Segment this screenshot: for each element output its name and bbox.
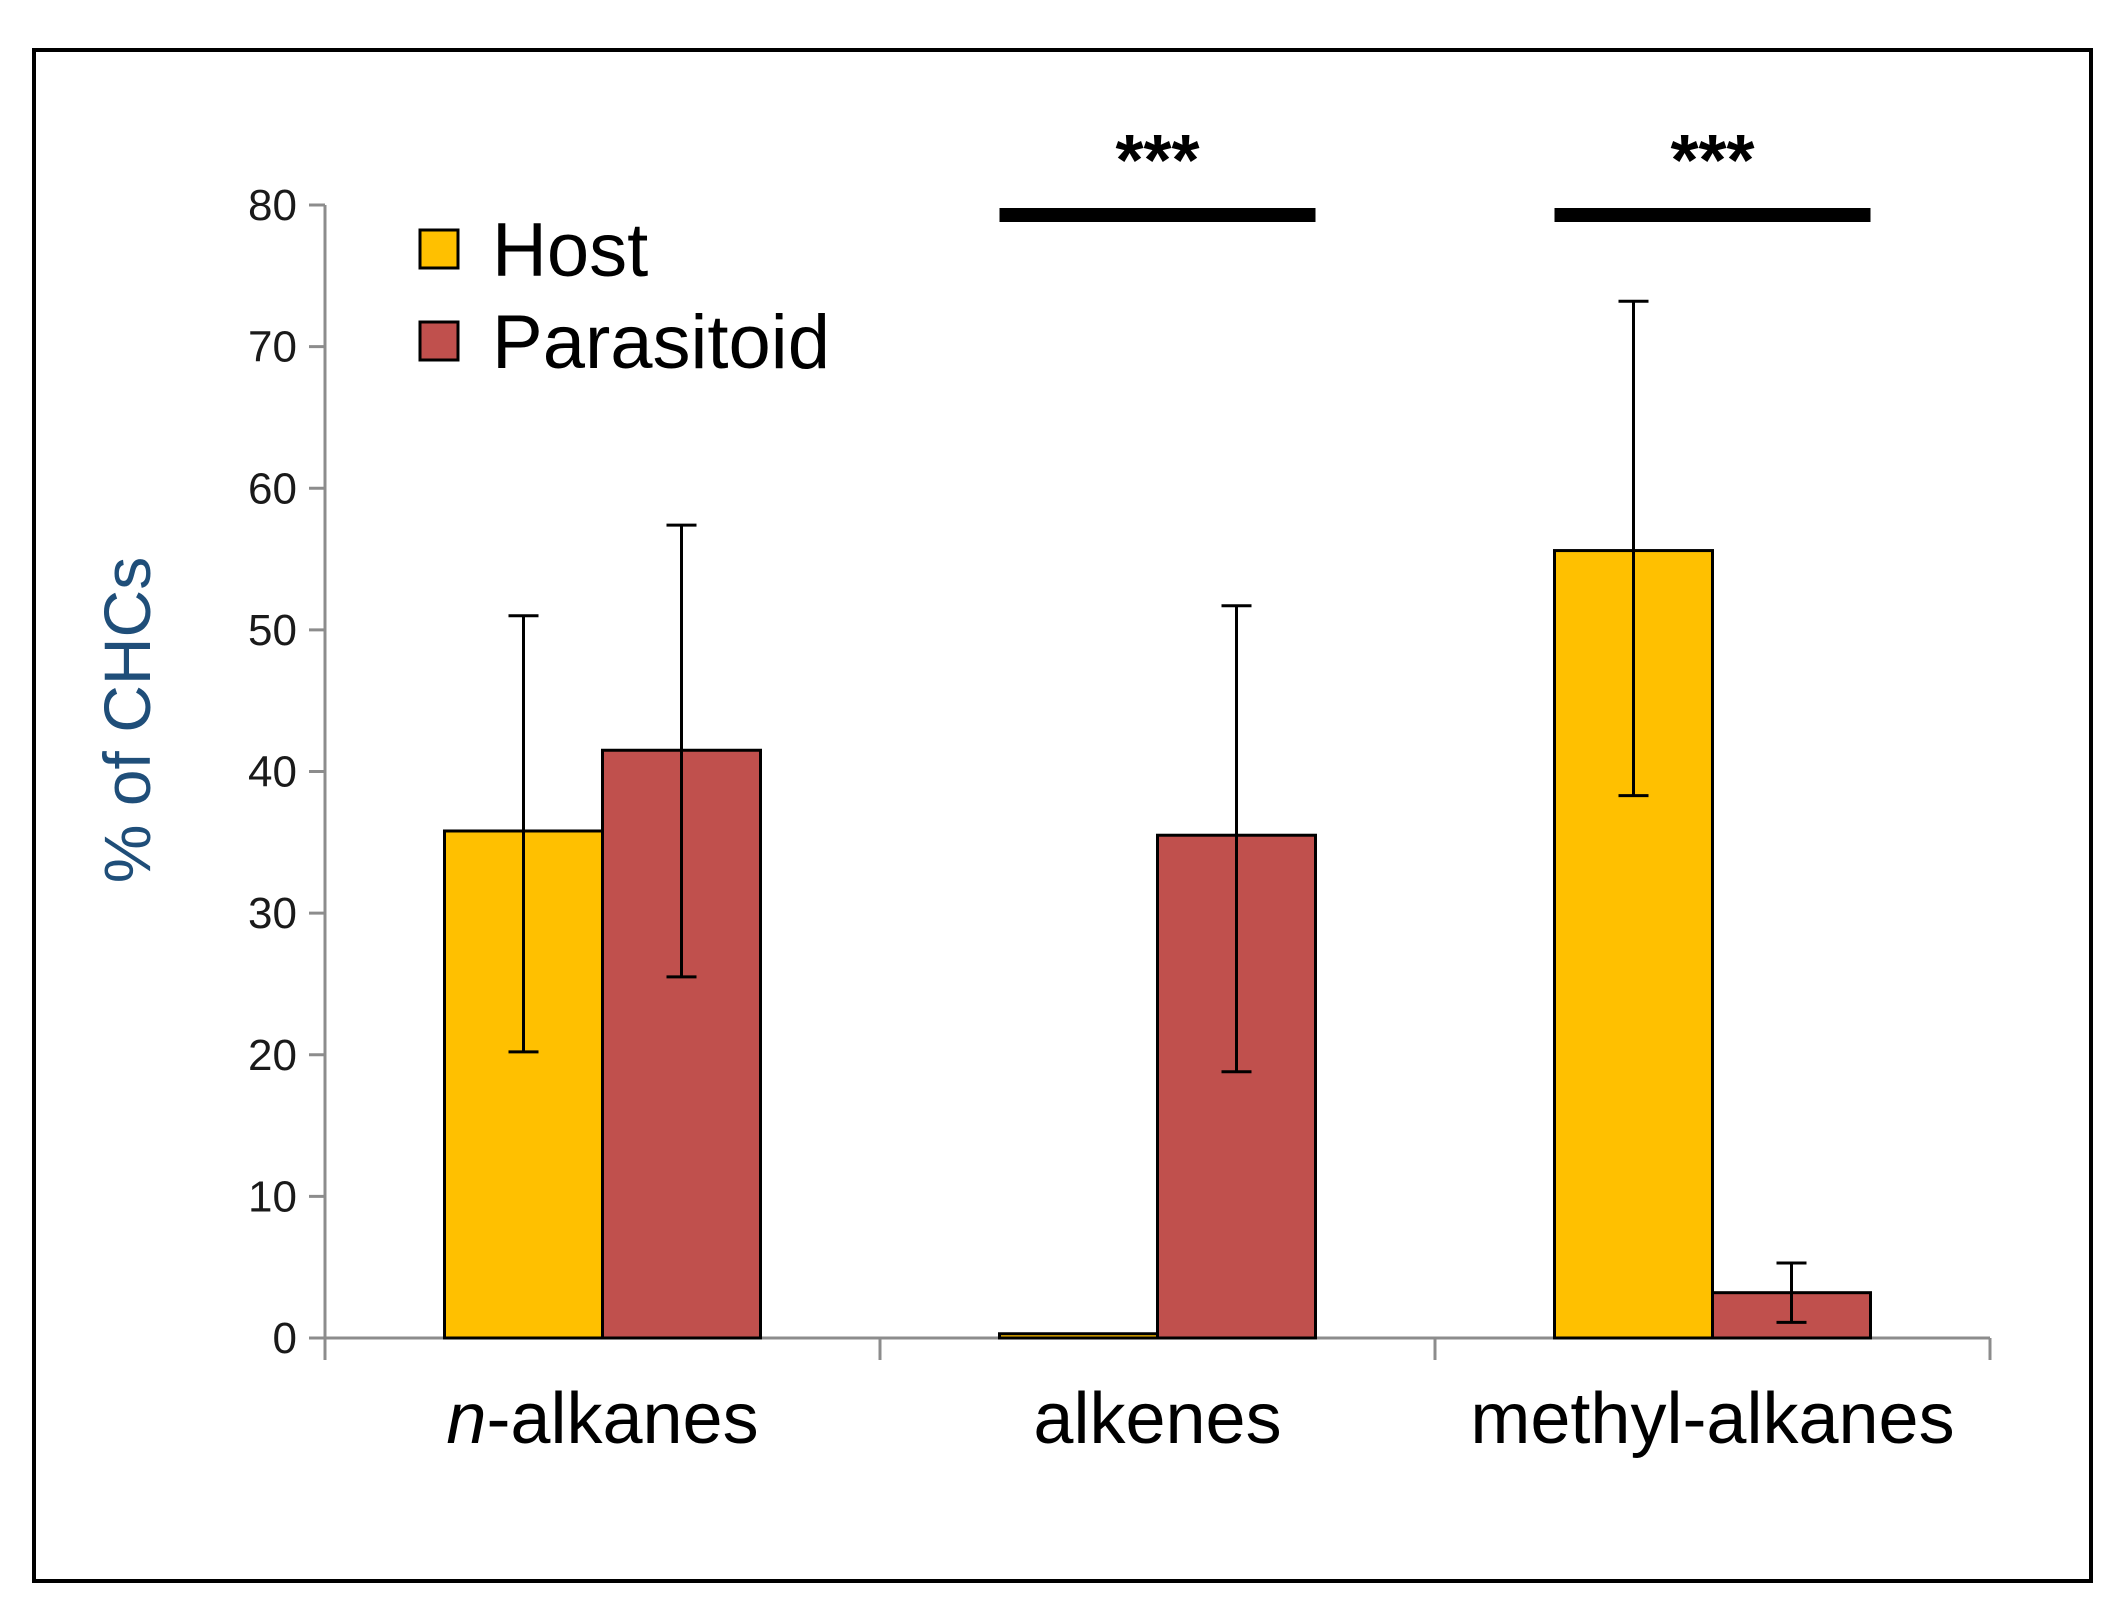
y-axis-label: % of CHCs bbox=[90, 557, 164, 883]
x-category-label: alkenes bbox=[1033, 1379, 1281, 1459]
chart-frame bbox=[32, 48, 2093, 1583]
y-tick-label: 10 bbox=[248, 1172, 297, 1221]
axes: 0 10 20 30 40 50 60 70 80 n-alkanes alkenes methyl-… bbox=[248, 181, 1992, 1459]
error-bars bbox=[508, 299, 1807, 1324]
legend-swatch-parasitoid bbox=[418, 320, 460, 362]
x-category-label: n-alkanes bbox=[446, 1379, 758, 1459]
legend-swatch-host bbox=[418, 228, 460, 270]
bar-host bbox=[998, 1332, 1159, 1340]
x-category-label-prefix: n bbox=[446, 1379, 486, 1459]
y-tick-label: 70 bbox=[248, 323, 297, 372]
significance-label: *** bbox=[1115, 121, 1199, 201]
x-category-label-text: methyl-alkanes bbox=[1470, 1379, 1954, 1459]
y-tick-label: 80 bbox=[248, 181, 297, 230]
x-category-label-text: alkenes bbox=[1033, 1379, 1281, 1459]
x-category-label-text: -alkanes bbox=[486, 1379, 758, 1459]
y-tick-label: 60 bbox=[248, 464, 297, 513]
significance-label: *** bbox=[1670, 121, 1754, 201]
y-tick-label: 0 bbox=[273, 1314, 297, 1363]
y-tick-label: 40 bbox=[248, 748, 297, 797]
legend-label-host: Host bbox=[492, 208, 648, 293]
y-tick-label: 20 bbox=[248, 1031, 297, 1080]
y-tick-label: 50 bbox=[248, 606, 297, 655]
significance-markers: *** *** bbox=[999, 121, 1871, 222]
x-category-label: methyl-alkanes bbox=[1470, 1379, 1954, 1459]
y-tick-label: 30 bbox=[248, 889, 297, 938]
legend-label-parasitoid: Parasitoid bbox=[492, 300, 830, 385]
